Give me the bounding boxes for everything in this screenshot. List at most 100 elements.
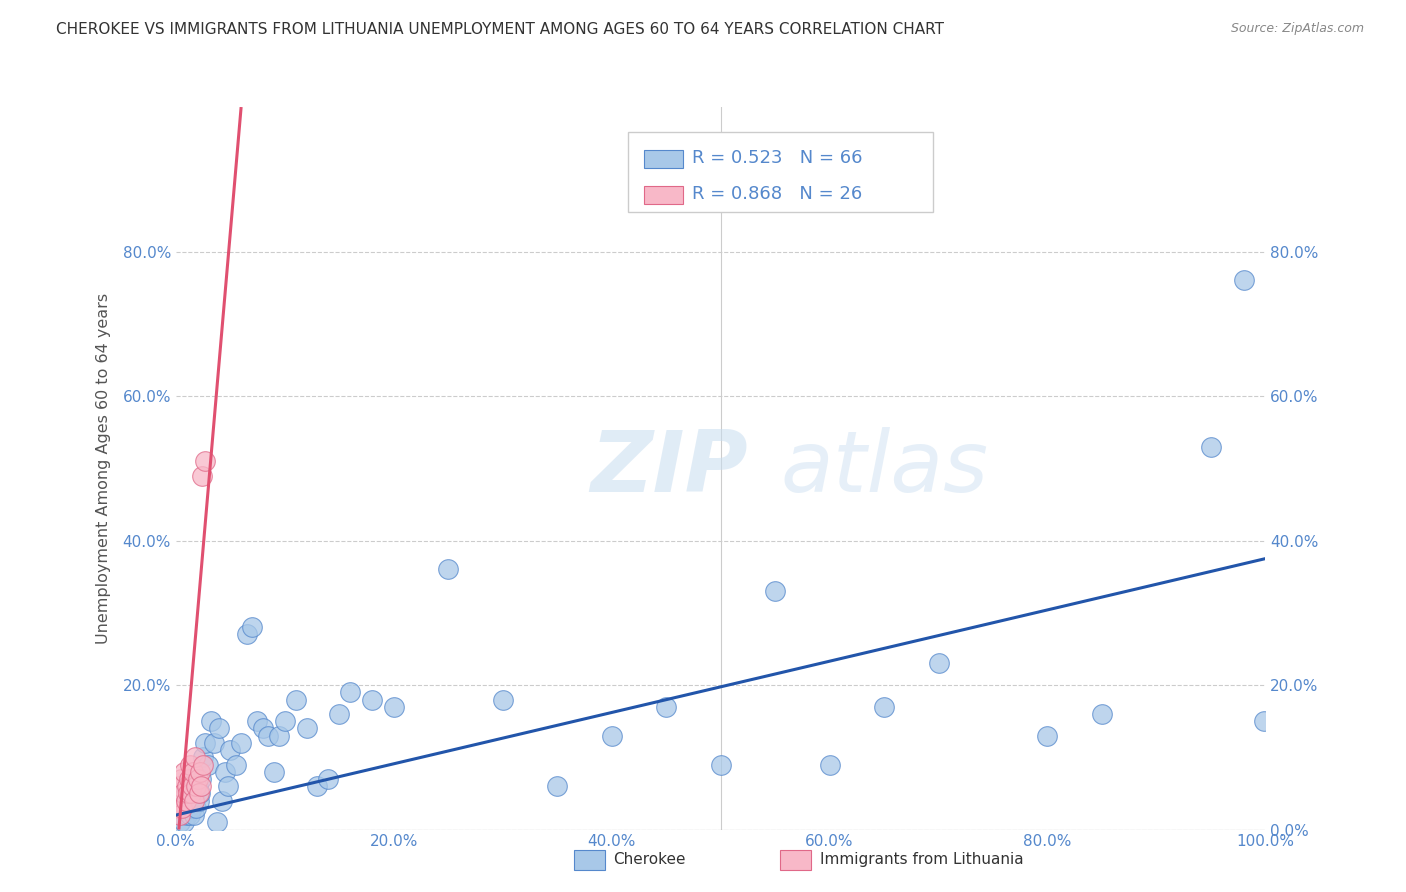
Point [183,794,205,808]
Point [167,779,190,793]
Point [191,757,214,772]
Point [194,736,217,750]
Point [263,764,285,779]
Point [194,454,217,468]
FancyBboxPatch shape [780,850,811,870]
Point [252,722,274,736]
Point [217,779,239,793]
Point [170,794,193,808]
Point [928,657,950,671]
Point [197,757,219,772]
Point [187,787,209,801]
Point [166,794,188,808]
Point [307,779,329,793]
Text: Source: ZipAtlas.com: Source: ZipAtlas.com [1230,22,1364,36]
Point [328,706,350,721]
Point [174,794,197,808]
Point [257,729,280,743]
Point [269,729,291,743]
Point [172,801,194,815]
Text: atlas: atlas [780,426,988,510]
Point [179,808,201,822]
Point [173,764,195,779]
Point [181,794,204,808]
Point [190,779,212,793]
Point [184,750,207,764]
Point [318,772,340,786]
FancyBboxPatch shape [574,850,605,870]
Point [437,562,460,576]
Point [492,692,515,706]
Point [167,808,190,822]
Point [177,801,200,815]
Point [208,722,231,736]
Point [177,794,200,808]
Point [231,736,253,750]
Point [360,692,382,706]
Text: CHEROKEE VS IMMIGRANTS FROM LITHUANIA UNEMPLOYMENT AMONG AGES 60 TO 64 YEARS COR: CHEROKEE VS IMMIGRANTS FROM LITHUANIA UN… [56,22,945,37]
Point [188,764,211,779]
Point [600,729,623,743]
Point [169,815,191,830]
Point [240,620,263,634]
Text: Cherokee: Cherokee [613,853,686,867]
Point [181,764,204,779]
Point [187,794,209,808]
Point [183,808,205,822]
FancyBboxPatch shape [628,132,934,211]
Point [173,815,195,830]
Point [1253,714,1275,728]
Point [191,468,214,483]
Point [214,764,236,779]
Point [172,808,194,822]
Point [177,772,200,786]
Point [174,787,197,801]
FancyBboxPatch shape [644,186,683,204]
Point [184,787,207,801]
Point [382,699,405,714]
Point [186,779,208,793]
Text: R = 0.868   N = 26: R = 0.868 N = 26 [692,185,862,202]
Point [176,779,198,793]
Point [339,685,361,699]
Point [176,808,198,822]
Text: R = 0.523   N = 66: R = 0.523 N = 66 [692,149,863,167]
Point [186,779,209,793]
Point [177,787,200,801]
Point [180,787,202,801]
Point [190,772,212,786]
Text: Immigrants from Lithuania: Immigrants from Lithuania [820,853,1024,867]
Point [1036,729,1059,743]
Point [205,815,228,830]
Point [1232,273,1256,287]
Point [211,794,233,808]
Point [219,743,242,757]
FancyBboxPatch shape [644,150,683,168]
Point [295,722,318,736]
Point [181,779,204,793]
Point [763,584,786,599]
Point [1199,440,1222,454]
Point [172,787,194,801]
Point [1091,706,1114,721]
Point [169,808,191,822]
Point [546,779,568,793]
Point [167,801,190,815]
Point [235,627,257,641]
Point [186,801,208,815]
Y-axis label: Unemployment Among Ages 60 to 64 years: Unemployment Among Ages 60 to 64 years [96,293,111,644]
Text: ZIP: ZIP [591,426,748,510]
Point [818,757,841,772]
Point [172,801,194,815]
Point [274,714,297,728]
Point [188,787,211,801]
Point [202,736,225,750]
Point [710,757,733,772]
Point [191,750,214,764]
Point [181,801,204,815]
Point [186,772,209,786]
Point [180,779,202,793]
Point [655,699,678,714]
Point [225,757,247,772]
Point [284,692,307,706]
